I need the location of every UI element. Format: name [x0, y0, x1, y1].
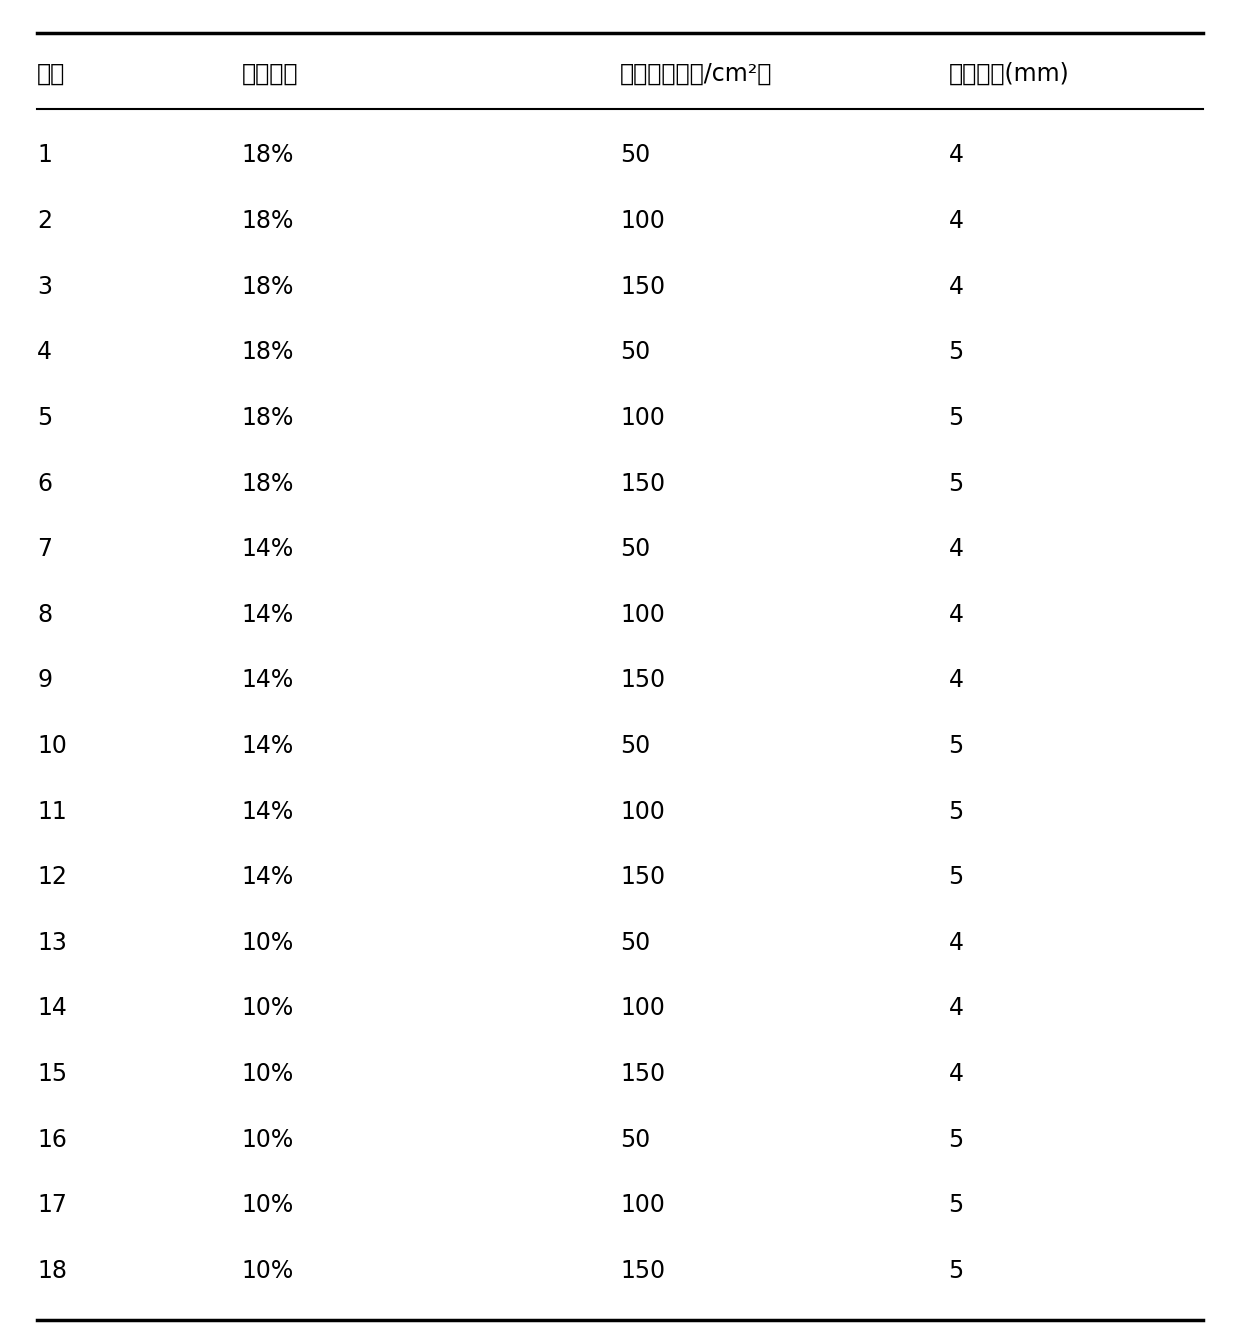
Text: 14%: 14%	[242, 734, 294, 758]
Text: 针刺深度(mm): 针刺深度(mm)	[949, 61, 1069, 85]
Text: 18: 18	[37, 1258, 67, 1282]
Text: 4: 4	[949, 144, 963, 168]
Text: 铝箔含量: 铝箔含量	[242, 61, 299, 85]
Text: 4: 4	[949, 537, 963, 561]
Text: 14%: 14%	[242, 537, 294, 561]
Text: 11: 11	[37, 800, 67, 824]
Text: 100: 100	[620, 1193, 665, 1217]
Text: 4: 4	[949, 930, 963, 954]
Text: 1: 1	[37, 144, 52, 168]
Text: 100: 100	[620, 800, 665, 824]
Text: 4: 4	[949, 603, 963, 627]
Text: 18%: 18%	[242, 340, 294, 364]
Text: 4: 4	[949, 668, 963, 692]
Text: 5: 5	[949, 1128, 963, 1152]
Text: 3: 3	[37, 275, 52, 299]
Text: 18%: 18%	[242, 405, 294, 431]
Text: 18%: 18%	[242, 144, 294, 168]
Text: 针刺密度（刺/cm²）: 针刺密度（刺/cm²）	[620, 61, 773, 85]
Text: 5: 5	[949, 472, 963, 496]
Text: 18%: 18%	[242, 209, 294, 233]
Text: 5: 5	[949, 405, 963, 431]
Text: 100: 100	[620, 603, 665, 627]
Text: 150: 150	[620, 472, 665, 496]
Text: 150: 150	[620, 865, 665, 889]
Text: 100: 100	[620, 209, 665, 233]
Text: 50: 50	[620, 340, 650, 364]
Text: 9: 9	[37, 668, 52, 692]
Text: 18%: 18%	[242, 472, 294, 496]
Text: 5: 5	[949, 1258, 963, 1282]
Text: 8: 8	[37, 603, 52, 627]
Text: 10%: 10%	[242, 996, 294, 1021]
Text: 12: 12	[37, 865, 67, 889]
Text: 4: 4	[949, 1062, 963, 1086]
Text: 4: 4	[949, 996, 963, 1021]
Text: 50: 50	[620, 537, 650, 561]
Text: 10%: 10%	[242, 930, 294, 954]
Text: 10%: 10%	[242, 1062, 294, 1086]
Text: 代号: 代号	[37, 61, 66, 85]
Text: 150: 150	[620, 1258, 665, 1282]
Text: 5: 5	[949, 865, 963, 889]
Text: 16: 16	[37, 1128, 67, 1152]
Text: 4: 4	[949, 275, 963, 299]
Text: 5: 5	[949, 1193, 963, 1217]
Text: 14%: 14%	[242, 800, 294, 824]
Text: 150: 150	[620, 668, 665, 692]
Text: 150: 150	[620, 1062, 665, 1086]
Text: 10%: 10%	[242, 1258, 294, 1282]
Text: 5: 5	[949, 734, 963, 758]
Text: 5: 5	[949, 800, 963, 824]
Text: 13: 13	[37, 930, 67, 954]
Text: 5: 5	[37, 405, 52, 431]
Text: 6: 6	[37, 472, 52, 496]
Text: 15: 15	[37, 1062, 67, 1086]
Text: 10%: 10%	[242, 1193, 294, 1217]
Text: 50: 50	[620, 1128, 650, 1152]
Text: 18%: 18%	[242, 275, 294, 299]
Text: 2: 2	[37, 209, 52, 233]
Text: 14: 14	[37, 996, 67, 1021]
Text: 10%: 10%	[242, 1128, 294, 1152]
Text: 7: 7	[37, 537, 52, 561]
Text: 10: 10	[37, 734, 67, 758]
Text: 50: 50	[620, 930, 650, 954]
Text: 100: 100	[620, 405, 665, 431]
Text: 4: 4	[949, 209, 963, 233]
Text: 100: 100	[620, 996, 665, 1021]
Text: 4: 4	[37, 340, 52, 364]
Text: 5: 5	[949, 340, 963, 364]
Text: 50: 50	[620, 734, 650, 758]
Text: 14%: 14%	[242, 865, 294, 889]
Text: 17: 17	[37, 1193, 67, 1217]
Text: 50: 50	[620, 144, 650, 168]
Text: 14%: 14%	[242, 603, 294, 627]
Text: 150: 150	[620, 275, 665, 299]
Text: 14%: 14%	[242, 668, 294, 692]
